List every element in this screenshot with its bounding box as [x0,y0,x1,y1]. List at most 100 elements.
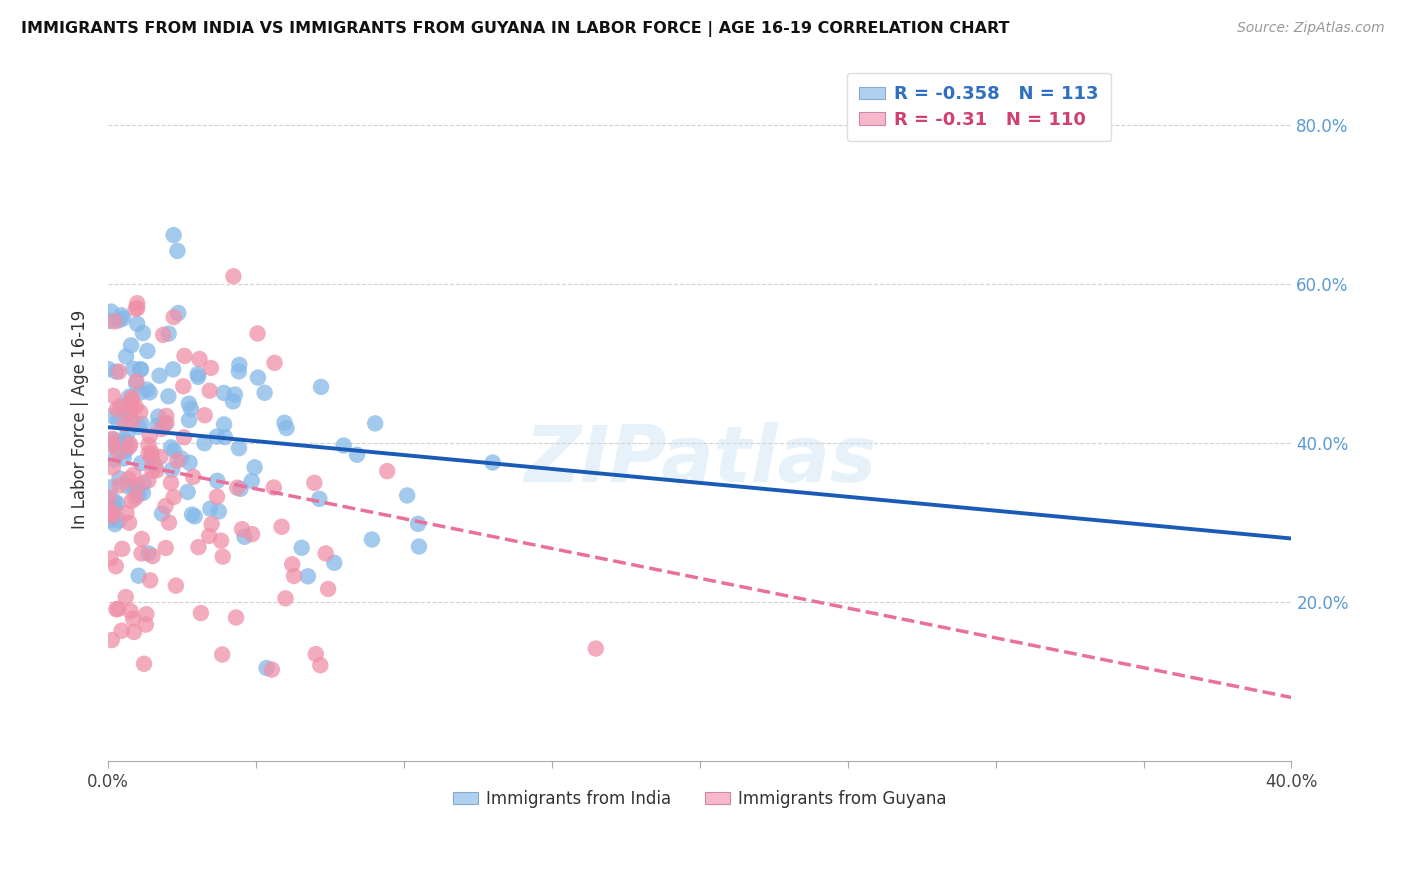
Point [177,397,200,411]
Point [214,430,236,444]
Point [138,546,160,560]
Point [160,475,183,490]
Point [188,351,211,366]
Point [152,327,174,342]
Point [122,624,145,639]
Point [585,641,607,656]
Point [148,368,170,383]
Point [148,409,170,424]
Point [193,436,215,450]
Point [163,490,186,504]
Point [120,338,142,352]
Point [305,647,328,661]
Point [103,493,125,508]
Point [332,438,354,452]
Point [110,436,132,450]
Point [132,476,155,491]
Point [100,633,122,648]
Point [98,513,121,527]
Point [105,496,128,510]
Text: Source: ZipAtlas.com: Source: ZipAtlas.com [1237,21,1385,35]
Point [194,409,217,423]
Point [101,409,124,423]
Text: IMMIGRANTS FROM INDIA VS IMMIGRANTS FROM GUYANA IN LABOR FORCE | AGE 16-19 CORRE: IMMIGRANTS FROM INDIA VS IMMIGRANTS FROM… [21,21,1010,37]
Point [107,414,129,428]
Point [226,481,249,495]
Point [146,418,169,433]
Point [157,326,180,341]
Point [162,362,184,376]
Point [138,446,160,460]
Point [131,546,153,560]
Point [135,617,157,632]
Point [136,343,159,358]
Point [118,437,141,451]
Point [166,453,188,467]
Point [263,481,285,495]
Point [105,602,128,616]
Point [129,456,152,470]
Point [246,326,269,341]
Point [270,520,292,534]
Point [346,448,368,462]
Point [100,551,122,566]
Point [281,558,304,572]
Point [97,504,120,518]
Point [163,443,186,458]
Point [142,464,165,478]
Point [101,460,124,475]
Point [222,269,245,284]
Point [165,579,187,593]
Point [291,541,314,555]
Point [105,402,128,417]
Point [187,540,209,554]
Point [129,385,152,400]
Point [173,349,195,363]
Point [135,607,157,622]
Point [121,391,143,405]
Point [256,661,278,675]
Point [136,383,159,397]
Point [139,574,162,588]
Point [187,367,209,381]
Point [132,326,155,340]
Point [212,386,235,401]
Y-axis label: In Labor Force | Age 16-19: In Labor Force | Age 16-19 [72,310,89,529]
Point [104,559,127,574]
Point [222,394,245,409]
Point [150,507,173,521]
Point [138,385,160,400]
Point [114,417,136,431]
Point [117,479,139,493]
Point [114,590,136,604]
Point [166,244,188,258]
Point [253,385,276,400]
Point [101,438,124,452]
Legend: Immigrants from India, Immigrants from Guyana: Immigrants from India, Immigrants from G… [446,783,953,814]
Point [375,464,398,478]
Point [228,441,250,455]
Point [108,514,131,528]
Point [283,569,305,583]
Point [240,527,263,541]
Point [212,417,235,432]
Point [115,350,138,364]
Point [315,546,337,560]
Point [108,365,131,379]
Point [408,540,430,554]
Point [198,529,221,543]
Point [124,301,146,316]
Point [117,407,139,421]
Point [145,463,167,477]
Point [120,405,142,419]
Point [141,450,163,464]
Point [187,370,209,384]
Point [122,611,145,625]
Point [190,606,212,620]
Point [110,309,132,323]
Point [205,490,228,504]
Point [153,417,176,431]
Point [211,549,233,564]
Point [170,451,193,466]
Point [132,486,155,500]
